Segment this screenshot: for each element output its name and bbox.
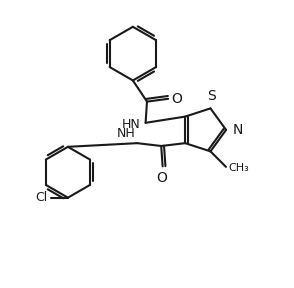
- Text: HN: HN: [122, 118, 141, 131]
- Text: Cl: Cl: [35, 191, 48, 204]
- Text: O: O: [156, 171, 167, 185]
- Text: N: N: [232, 123, 243, 137]
- Text: S: S: [208, 89, 216, 103]
- Text: NH: NH: [117, 127, 136, 140]
- Text: CH₃: CH₃: [229, 163, 250, 173]
- Text: O: O: [172, 92, 183, 106]
